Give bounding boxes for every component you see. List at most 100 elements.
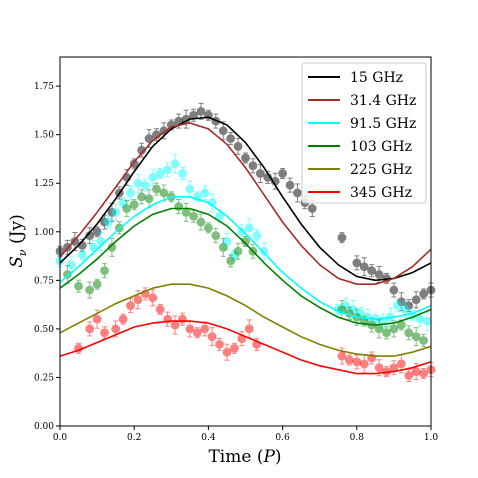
x-tick-label: 0.2 (127, 433, 141, 443)
point-marker (144, 194, 154, 204)
point-marker (337, 233, 347, 243)
data-point (181, 109, 191, 129)
point-marker (178, 314, 187, 324)
legend-label: 345 GHz (350, 185, 412, 201)
point-marker (374, 324, 384, 334)
point-marker (419, 289, 428, 299)
data-point (207, 327, 217, 347)
point-marker (66, 260, 76, 270)
point-marker (200, 188, 210, 198)
data-point (133, 173, 143, 193)
legend-label: 91.5 GHz (350, 116, 416, 132)
legend-label: 225 GHz (350, 162, 412, 178)
data-point (129, 199, 139, 211)
point-marker (218, 242, 228, 252)
point-marker (419, 369, 428, 378)
data-point (181, 202, 191, 222)
point-marker (203, 223, 213, 233)
point-marker (211, 231, 221, 241)
point-marker (411, 295, 421, 305)
data-point (393, 299, 403, 313)
point-marker (226, 134, 236, 143)
y-tick-label: 0.75 (34, 276, 54, 286)
point-marker (129, 200, 139, 210)
data-point (144, 129, 154, 149)
point-marker (374, 270, 384, 279)
point-marker (218, 126, 228, 136)
data-point (226, 254, 236, 268)
data-point (155, 303, 165, 315)
point-marker (122, 204, 132, 213)
data-point (352, 255, 362, 271)
y-tick-label: 1.75 (34, 82, 54, 92)
point-marker (137, 192, 147, 202)
point-marker (77, 250, 87, 260)
point-marker (144, 134, 154, 143)
point-marker (393, 301, 403, 310)
point-marker (359, 359, 369, 369)
data-point (411, 363, 421, 381)
point-marker (233, 246, 243, 256)
point-marker (133, 178, 143, 188)
point-marker (140, 180, 150, 190)
point-marker (111, 207, 121, 217)
y-tick-label: 0.25 (34, 373, 54, 383)
data-point (211, 228, 221, 244)
point-marker (159, 188, 169, 198)
data-point (107, 237, 117, 257)
point-marker (352, 258, 362, 268)
point-marker (92, 314, 102, 324)
point-marker (404, 371, 414, 380)
data-point (152, 182, 161, 196)
data-point (255, 164, 265, 184)
point-marker (396, 359, 406, 369)
data-point (148, 289, 158, 307)
point-marker (63, 270, 72, 279)
point-marker (178, 169, 187, 178)
point-marker (255, 169, 265, 178)
data-point (382, 326, 391, 340)
data-point (222, 343, 232, 361)
data-point (344, 354, 354, 366)
data-point (215, 337, 224, 351)
data-point (88, 239, 98, 255)
data-point (170, 315, 180, 335)
data-point (185, 180, 195, 198)
y-axis-label: Sν (Jy) (7, 214, 29, 267)
model-curve (59, 116, 432, 282)
x-tick-label: 0.0 (53, 433, 68, 443)
point-marker (85, 324, 95, 334)
point-marker (226, 256, 236, 266)
data-point (200, 321, 210, 337)
point-marker (126, 188, 135, 198)
point-marker (244, 223, 254, 233)
point-marker (400, 305, 410, 314)
legend: 15 GHz 31.4 GHz 91.5 GHz 103 GHz 225 GHz 345 … (301, 62, 427, 204)
plot-frame (59, 56, 432, 427)
data-point (192, 191, 202, 203)
point-marker (96, 237, 106, 246)
data-point (419, 288, 428, 300)
data-point (259, 242, 269, 260)
point-marker (192, 328, 202, 338)
point-marker (100, 328, 109, 338)
data-point (248, 158, 258, 174)
point-marker (352, 357, 362, 367)
point-marker (285, 180, 295, 190)
data-point (241, 236, 250, 247)
data-point (92, 226, 102, 238)
data-point (163, 311, 172, 327)
data-point (367, 264, 377, 278)
data-point (218, 237, 228, 257)
point-marker (85, 285, 95, 295)
data-point (359, 354, 369, 374)
data-point (404, 325, 414, 341)
data-point (367, 351, 377, 365)
data-point (70, 232, 80, 251)
point-marker (215, 340, 224, 349)
point-marker (189, 211, 198, 221)
point-marker (170, 159, 180, 169)
point-marker (389, 285, 399, 295)
data-point (100, 263, 109, 279)
model-curve (59, 320, 432, 375)
